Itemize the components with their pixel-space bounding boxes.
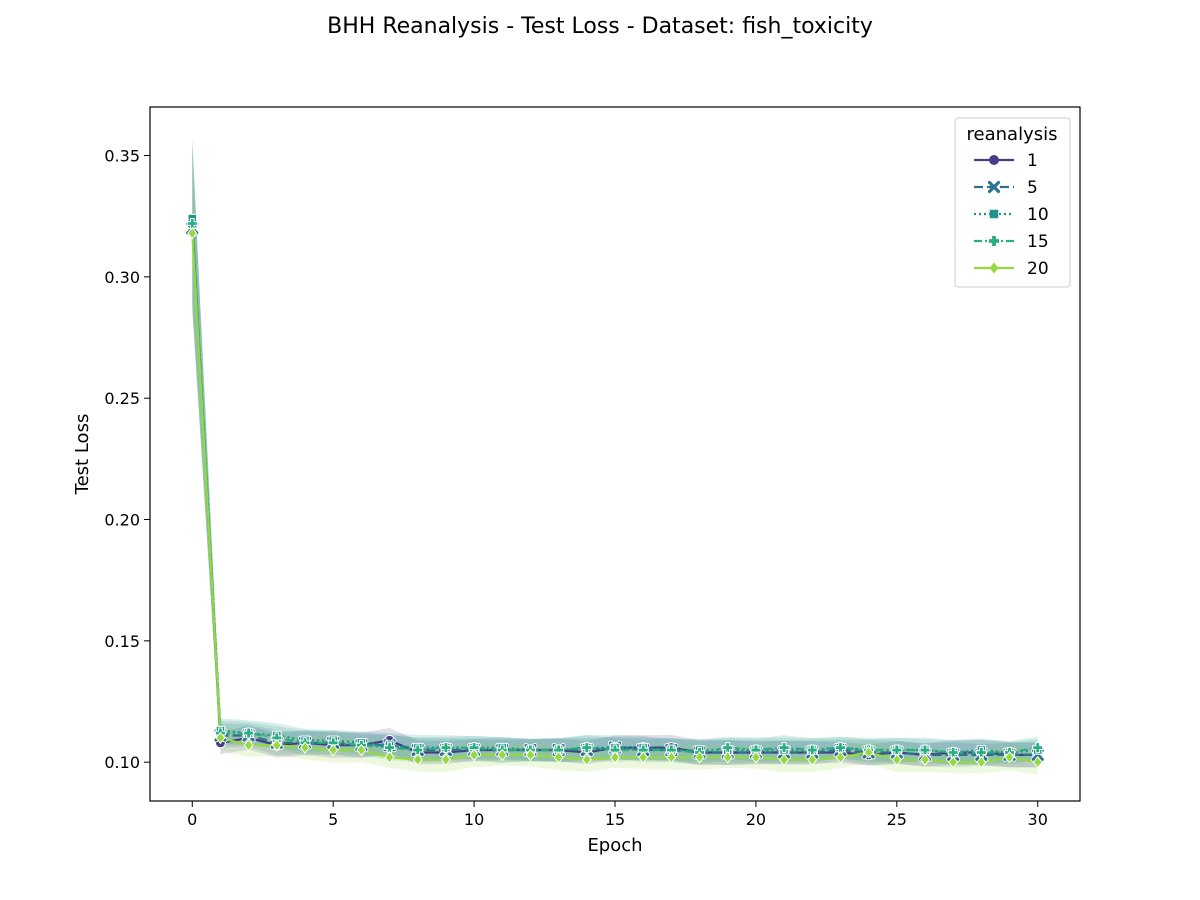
data-point-series-20 <box>779 753 790 767</box>
x-tick-label: 15 <box>605 810 625 829</box>
data-point-series-20 <box>694 751 705 764</box>
legend-label-series-15: 15 <box>1027 232 1049 252</box>
series-markers <box>185 213 1045 769</box>
x-tick-label: 20 <box>746 810 766 829</box>
data-point-series-20 <box>187 226 198 240</box>
legend-marker-series-10 <box>989 209 999 219</box>
y-tick-label: 0.30 <box>104 268 140 287</box>
y-axis-label: Test Loss <box>72 414 93 496</box>
data-point-series-20 <box>328 743 339 757</box>
data-point-series-15 <box>919 744 931 756</box>
data-point-series-15 <box>891 744 903 756</box>
line-series-5 <box>191 228 1038 756</box>
data-point-series-15 <box>975 746 987 758</box>
x-tick-label: 0 <box>187 810 197 829</box>
data-point-series-20 <box>440 753 451 767</box>
data-point-series-20 <box>609 751 621 764</box>
data-point-series-20 <box>356 743 367 757</box>
x-axis-label: Epoch <box>587 835 642 856</box>
data-point-series-20 <box>271 738 282 752</box>
data-point-series-20 <box>553 751 564 764</box>
data-point-series-20 <box>412 753 423 767</box>
legend-label-series-10: 10 <box>1027 205 1049 225</box>
data-point-series-15 <box>384 742 396 754</box>
data-point-series-20 <box>750 751 761 764</box>
x-axis: 0 5 10 15 20 25 30 <box>187 801 1048 829</box>
y-tick-label: 0.15 <box>104 632 140 651</box>
data-point-series-20 <box>638 751 649 764</box>
y-tick-label: 0.25 <box>104 389 140 408</box>
legend-label-series-1: 1 <box>1027 151 1038 171</box>
legend-marker-series-1 <box>989 155 999 165</box>
line-series-15 <box>191 223 1038 754</box>
data-point-series-15 <box>412 744 424 756</box>
chart-title: BHH Reanalysis - Test Loss - Dataset: fi… <box>327 14 873 39</box>
data-point-series-20 <box>919 753 931 767</box>
y-tick-label: 0.35 <box>104 147 140 166</box>
data-point-series-20 <box>1004 751 1015 764</box>
confidence-band-series-20 <box>192 150 1038 775</box>
y-tick-label: 0.10 <box>104 753 140 772</box>
confidence-band-series-1 <box>192 141 1038 768</box>
line-series-1 <box>191 223 1038 756</box>
x-tick-label: 25 <box>887 810 907 829</box>
legend-label-series-20: 20 <box>1027 259 1049 279</box>
y-axis: 0.10 0.15 0.20 0.25 0.30 0.35 <box>104 147 150 772</box>
data-point-series-20 <box>891 753 902 767</box>
confidence-bands <box>192 136 1038 775</box>
data-point-series-20 <box>469 748 480 762</box>
legend-marker-series-20 <box>989 262 999 274</box>
data-point-series-15 <box>440 742 452 754</box>
legend-marker-series-15 <box>989 236 999 246</box>
legend-title: reanalysis <box>967 124 1058 145</box>
confidence-band-series-15 <box>192 141 1038 766</box>
y-tick-label: 0.20 <box>104 511 140 530</box>
data-point-series-20 <box>807 753 818 767</box>
data-point-series-15 <box>834 742 846 754</box>
data-point-series-15 <box>947 746 959 758</box>
data-point-series-20 <box>384 751 395 764</box>
legend-marker-series-5 <box>987 180 1001 194</box>
data-point-series-20 <box>581 753 592 767</box>
legend-label-series-5: 5 <box>1027 178 1038 198</box>
data-point-series-20 <box>722 751 733 764</box>
data-point-series-20 <box>863 746 874 759</box>
confidence-band-series-5 <box>192 145 1038 768</box>
data-point-series-15 <box>581 742 593 754</box>
data-point-series-20 <box>1032 755 1043 769</box>
data-point-series-20 <box>243 738 254 752</box>
line-series-10 <box>191 218 1038 754</box>
x-tick-label: 30 <box>1028 810 1048 829</box>
data-point-series-15 <box>778 742 790 754</box>
data-point-series-20 <box>497 748 508 762</box>
data-point-series-15 <box>1032 742 1044 754</box>
data-point-series-15 <box>722 742 734 754</box>
data-point-series-20 <box>976 755 987 769</box>
series-lines <box>191 218 1038 764</box>
confidence-band-series-10 <box>192 136 1038 766</box>
data-point-series-20 <box>299 741 311 754</box>
data-point-series-20 <box>666 751 677 764</box>
data-point-series-15 <box>186 217 198 229</box>
data-point-series-20 <box>835 751 846 764</box>
data-point-series-20 <box>215 731 226 745</box>
x-tick-label: 5 <box>328 810 338 829</box>
data-point-series-15 <box>806 744 818 756</box>
x-tick-label: 10 <box>464 810 484 829</box>
line-series-20 <box>191 233 1038 764</box>
plot-area-frame <box>149 106 1081 802</box>
data-point-series-20 <box>948 755 959 769</box>
data-point-series-20 <box>525 748 536 762</box>
data-point-series-15 <box>243 727 255 739</box>
